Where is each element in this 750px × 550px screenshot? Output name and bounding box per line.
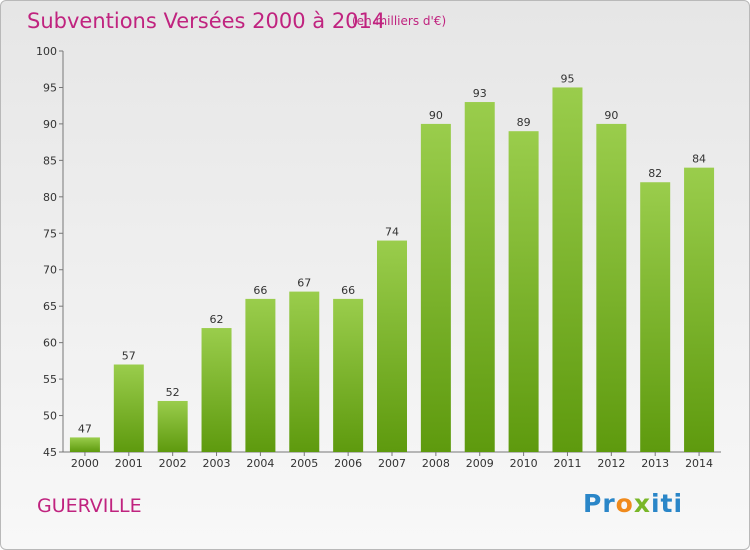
data-label-2004: 66 bbox=[253, 284, 267, 297]
y-tick-label: 85 bbox=[43, 154, 57, 167]
x-tick-label-2006: 2006 bbox=[334, 457, 362, 470]
data-label-2007: 74 bbox=[385, 226, 399, 239]
data-label-2014: 84 bbox=[692, 153, 706, 166]
data-label-2001: 57 bbox=[122, 350, 136, 363]
data-label-2011: 95 bbox=[560, 72, 574, 85]
x-tick-label-2011: 2011 bbox=[553, 457, 581, 470]
bar-2008 bbox=[420, 123, 451, 452]
y-tick-label: 60 bbox=[43, 337, 57, 350]
data-label-2000: 47 bbox=[78, 422, 92, 435]
logo-part-1: Pr bbox=[583, 489, 616, 518]
data-labels: 47 57 52 62 66 67 66 74 90 93 89 95 90 82 84 bbox=[78, 72, 706, 435]
bar-2010 bbox=[508, 131, 539, 452]
chart-subtitle: (en milliers d'€) bbox=[352, 14, 447, 28]
bar-2014 bbox=[684, 167, 715, 452]
x-tick-label-2013: 2013 bbox=[641, 457, 669, 470]
bar-2006 bbox=[333, 298, 364, 452]
y-tick-label: 55 bbox=[43, 373, 57, 386]
bar-2013 bbox=[640, 182, 671, 452]
data-label-2008: 90 bbox=[429, 109, 443, 122]
bar-2005 bbox=[289, 291, 320, 452]
x-tick-label-2012: 2012 bbox=[597, 457, 625, 470]
city-name: GUERVILLE bbox=[37, 495, 142, 517]
bar-2001 bbox=[113, 364, 144, 452]
y-tick-label: 50 bbox=[43, 410, 57, 423]
data-label-2009: 93 bbox=[473, 87, 487, 100]
bar-2011 bbox=[552, 87, 583, 453]
y-tick-label: 75 bbox=[43, 227, 57, 240]
x-tick-label-2010: 2010 bbox=[510, 457, 538, 470]
data-label-2002: 52 bbox=[166, 386, 180, 399]
x-tick-label-2001: 2001 bbox=[115, 457, 143, 470]
proxiti-logo: Proxiti bbox=[583, 489, 683, 518]
bar-2009 bbox=[464, 102, 495, 452]
x-tick-label-2009: 2009 bbox=[466, 457, 494, 470]
data-label-2012: 90 bbox=[604, 109, 618, 122]
data-label-2003: 62 bbox=[210, 313, 224, 326]
x-tick-label-2002: 2002 bbox=[159, 457, 187, 470]
chart-title: Subventions Versées 2000 à 2014 bbox=[27, 9, 386, 33]
data-label-2010: 89 bbox=[517, 116, 531, 129]
y-tick-label: 90 bbox=[43, 118, 57, 131]
bar-2004 bbox=[245, 298, 276, 452]
y-tick-label: 65 bbox=[43, 300, 57, 313]
y-tick-label: 70 bbox=[43, 264, 57, 277]
y-tick-label: 95 bbox=[43, 81, 57, 94]
x-tick-label-2007: 2007 bbox=[378, 457, 406, 470]
y-tick-label: 100 bbox=[36, 45, 57, 58]
x-tick-label-2008: 2008 bbox=[422, 457, 450, 470]
y-tick-label: 45 bbox=[43, 446, 57, 459]
logo-part-4: iti bbox=[650, 489, 684, 518]
logo-part-3: x bbox=[633, 489, 651, 518]
bar-2000 bbox=[69, 437, 100, 452]
x-tick-label-2000: 2000 bbox=[71, 457, 99, 470]
data-label-2005: 67 bbox=[297, 277, 311, 290]
x-tick-label-2004: 2004 bbox=[246, 457, 274, 470]
bar-2002 bbox=[157, 400, 188, 452]
bar-series bbox=[69, 87, 715, 453]
y-tick-label: 80 bbox=[43, 191, 57, 204]
chart-axes: 45 50 55 60 65 70 75 80 85 90 95 100 2000 2001 2002 200… bbox=[36, 45, 721, 470]
x-tick-label-2014: 2014 bbox=[685, 457, 713, 470]
x-tick-label-2003: 2003 bbox=[203, 457, 231, 470]
x-tick-label-2005: 2005 bbox=[290, 457, 318, 470]
bar-2007 bbox=[377, 240, 407, 452]
logo-part-2: o bbox=[615, 489, 634, 518]
data-label-2006: 66 bbox=[341, 284, 355, 297]
data-label-2013: 82 bbox=[648, 167, 662, 180]
bar-2003 bbox=[201, 328, 232, 452]
bar-2012 bbox=[596, 123, 627, 452]
